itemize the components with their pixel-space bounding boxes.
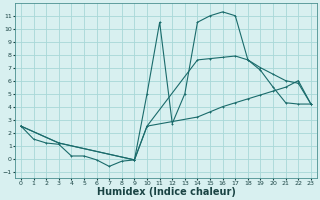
X-axis label: Humidex (Indice chaleur): Humidex (Indice chaleur) (97, 187, 236, 197)
